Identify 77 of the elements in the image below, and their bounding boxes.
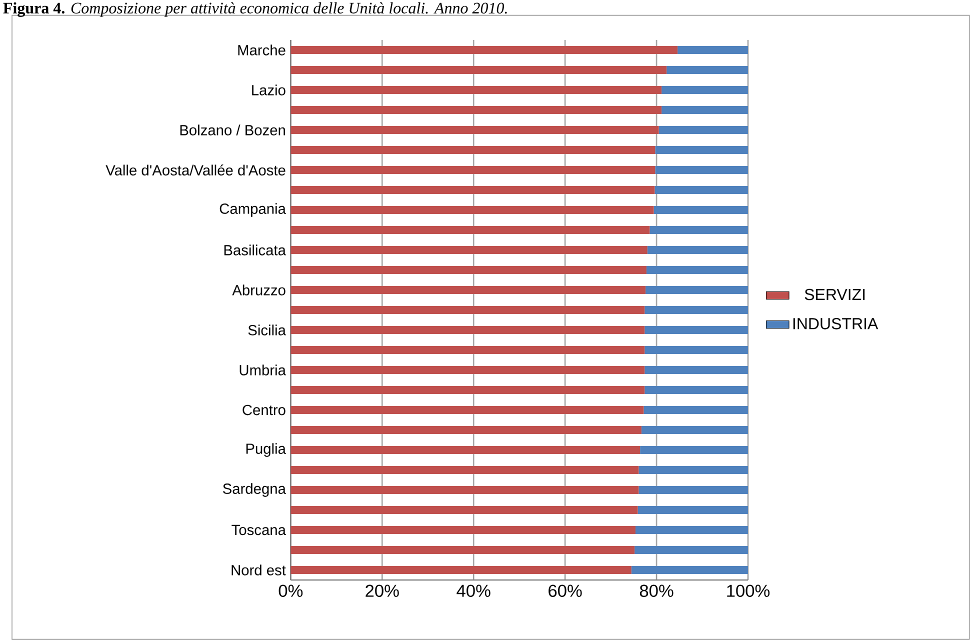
y-tick-label: Valle d'Aosta/Vallée d'Aoste bbox=[106, 164, 286, 176]
bar bbox=[290, 506, 638, 514]
bar bbox=[290, 366, 645, 374]
bar bbox=[290, 246, 648, 254]
bar bbox=[654, 206, 748, 214]
bar bbox=[638, 506, 748, 514]
bar bbox=[290, 286, 646, 294]
y-tick-label: Umbria bbox=[240, 364, 286, 376]
bar bbox=[290, 486, 639, 494]
bar bbox=[290, 146, 656, 154]
y-tick-label: Abruzzo bbox=[232, 284, 286, 296]
bar bbox=[644, 386, 748, 394]
bar bbox=[631, 566, 748, 574]
bar bbox=[290, 66, 667, 74]
bar bbox=[650, 226, 748, 234]
bar bbox=[290, 566, 632, 574]
y-tick-label: Nord est bbox=[232, 564, 286, 576]
bar bbox=[290, 226, 650, 234]
bar bbox=[634, 546, 748, 554]
bar bbox=[654, 186, 748, 194]
x-tick-label: 40% bbox=[456, 584, 490, 597]
y-tick-label: Campania bbox=[220, 203, 286, 217]
bar bbox=[644, 346, 748, 354]
bar bbox=[290, 406, 644, 414]
y-tick-label: Bolzano / Bozen bbox=[180, 124, 285, 136]
y-tick-label: Toscana bbox=[232, 524, 286, 536]
bar bbox=[290, 346, 645, 354]
x-tick-label: 80% bbox=[640, 584, 674, 597]
bar bbox=[290, 446, 640, 454]
bar bbox=[662, 86, 748, 94]
bar bbox=[646, 286, 748, 294]
y-tick-label: Puglia bbox=[246, 443, 286, 457]
bar bbox=[662, 106, 748, 114]
bar bbox=[655, 166, 748, 174]
bar bbox=[638, 486, 748, 494]
y-tick-label: Centro bbox=[242, 404, 286, 416]
bar bbox=[290, 306, 645, 314]
bar bbox=[666, 66, 748, 74]
bar bbox=[290, 326, 645, 334]
bar bbox=[644, 406, 748, 414]
bar bbox=[655, 146, 748, 154]
bar bbox=[290, 206, 654, 214]
y-tick-label: Sicilia bbox=[248, 324, 286, 336]
chart-title: Figura 4. Composizione per attività economica delle Unità locali. Anno 2010. bbox=[3, 2, 507, 17]
x-tick-label: 100% bbox=[727, 584, 770, 597]
bar bbox=[290, 386, 645, 394]
bar bbox=[290, 126, 659, 134]
bar bbox=[641, 426, 748, 434]
y-tick-label: Sardegna bbox=[223, 483, 286, 497]
bar bbox=[290, 546, 635, 554]
bar bbox=[290, 186, 655, 194]
bar bbox=[647, 246, 748, 254]
bar bbox=[290, 426, 642, 434]
y-tick-label: Lazio bbox=[252, 84, 286, 96]
x-tick-label: 20% bbox=[366, 584, 399, 597]
bar bbox=[290, 266, 646, 274]
bar bbox=[290, 166, 656, 174]
y-tick-label: Basilicata bbox=[224, 244, 286, 256]
bar bbox=[678, 46, 748, 54]
bar bbox=[290, 86, 662, 94]
x-tick-label: 0% bbox=[278, 584, 303, 597]
bar bbox=[646, 266, 748, 274]
bar bbox=[290, 46, 678, 54]
bar bbox=[644, 366, 748, 374]
bar bbox=[644, 326, 748, 334]
legend-label: SERVIZI bbox=[804, 288, 865, 300]
bar bbox=[658, 126, 748, 134]
bar bbox=[635, 526, 748, 534]
bar bbox=[290, 526, 636, 534]
y-tick-label: Marche bbox=[238, 44, 286, 56]
bar bbox=[640, 446, 748, 454]
x-tick-label: 60% bbox=[548, 584, 582, 597]
bar bbox=[290, 106, 662, 114]
legend-label: INDUSTRIA bbox=[793, 318, 878, 330]
bar bbox=[638, 466, 748, 474]
bar bbox=[644, 306, 748, 314]
bar bbox=[290, 466, 639, 474]
